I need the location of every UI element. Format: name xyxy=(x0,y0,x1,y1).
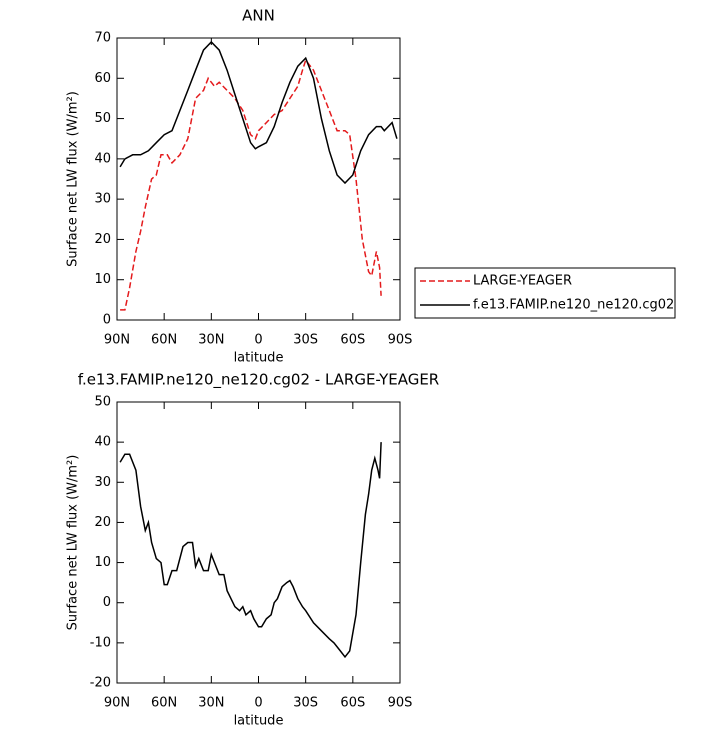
x-tick-label: 60N xyxy=(151,696,177,711)
y-tick-label: 40 xyxy=(94,151,111,166)
y-axis-label: Surface net LW flux (W/m²) xyxy=(66,91,81,267)
y-tick-label: 50 xyxy=(94,111,111,126)
x-tick-label: 0 xyxy=(254,333,262,348)
x-tick-label: 60N xyxy=(151,333,177,348)
x-tick-label: 90S xyxy=(388,333,413,348)
y-tick-label: -20 xyxy=(90,676,111,691)
y-tick-label: -10 xyxy=(90,635,111,650)
plot-frame xyxy=(116,37,401,321)
data-line xyxy=(119,40,398,185)
x-tick-label: 0 xyxy=(254,696,262,711)
x-tick-label: 60S xyxy=(340,333,365,348)
x-axis-label: latitude xyxy=(234,351,284,366)
y-tick-label: 20 xyxy=(94,515,111,530)
chart-title: f.e13.FAMIP.ne120_ne120.cg02 - LARGE-YEA… xyxy=(78,371,439,390)
y-tick-label: 40 xyxy=(94,435,111,450)
y-tick-label: 60 xyxy=(94,71,111,86)
x-tick-label: 60S xyxy=(340,696,365,711)
chart-title: ANN xyxy=(242,7,275,25)
x-tick-label: 30S xyxy=(293,696,318,711)
x-tick-label: 90N xyxy=(104,333,130,348)
y-tick-label: 0 xyxy=(103,595,111,610)
y-tick-label: 0 xyxy=(103,313,111,328)
x-tick-label: 30N xyxy=(198,696,224,711)
x-tick-label: 90N xyxy=(104,696,130,711)
x-tick-label: 30N xyxy=(198,333,224,348)
y-tick-label: 10 xyxy=(94,272,111,287)
x-tick-label: 30S xyxy=(293,333,318,348)
y-axis-label: Surface net LW flux (W/m²) xyxy=(66,455,81,631)
legend-label: LARGE-YEAGER xyxy=(473,274,572,289)
plot-frame xyxy=(116,401,401,684)
legend-box xyxy=(414,267,676,319)
x-tick-label: 90S xyxy=(388,696,413,711)
y-tick-label: 30 xyxy=(94,192,111,207)
y-tick-label: 50 xyxy=(94,395,111,410)
y-tick-label: 20 xyxy=(94,232,111,247)
y-tick-label: 10 xyxy=(94,555,111,570)
y-tick-label: 70 xyxy=(94,31,111,46)
data-line xyxy=(119,442,382,659)
legend-label: f.e13.FAMIP.ne120_ne120.cg02 xyxy=(473,298,674,313)
y-tick-label: 30 xyxy=(94,475,111,490)
data-line xyxy=(120,58,382,311)
x-axis-label: latitude xyxy=(234,714,284,729)
